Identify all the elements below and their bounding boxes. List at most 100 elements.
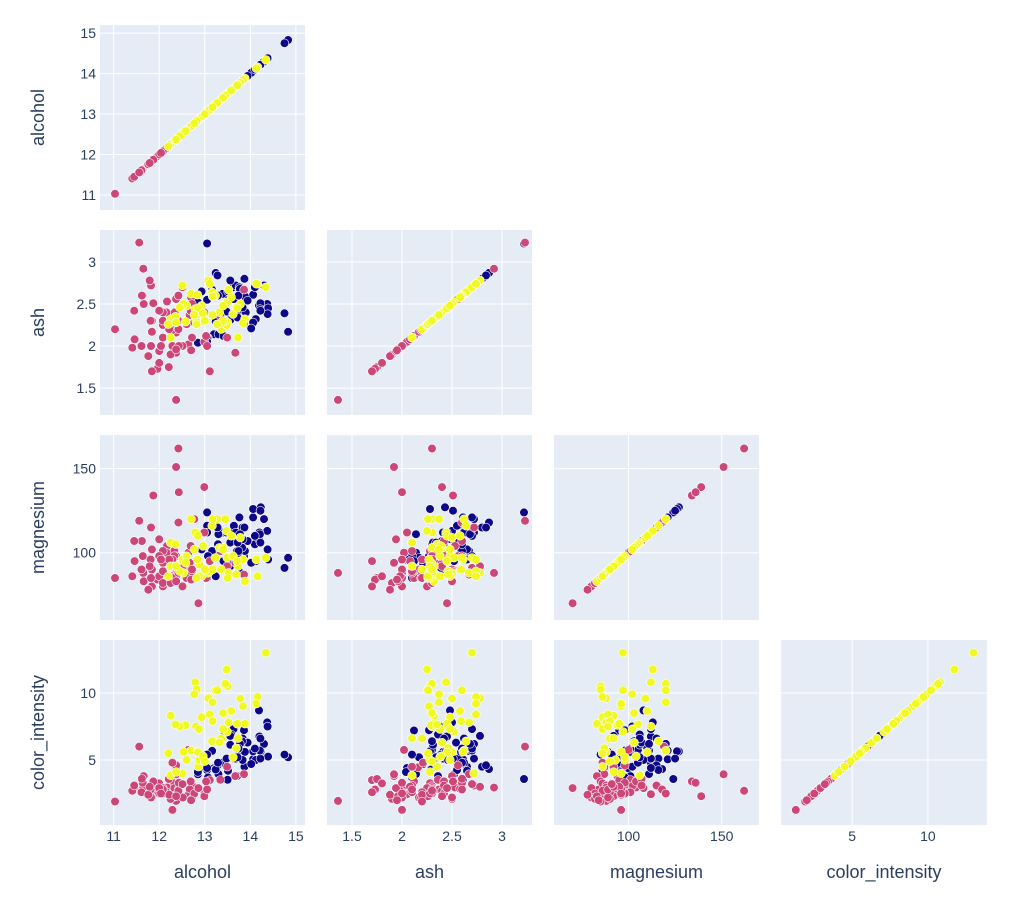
data-point [616, 805, 626, 815]
data-point [226, 292, 236, 302]
data-point [620, 752, 630, 762]
data-point [434, 689, 444, 699]
data-point [198, 308, 208, 318]
data-point [385, 585, 395, 595]
x-tick-label: 14 [243, 828, 259, 844]
data-point [250, 531, 260, 541]
data-point [246, 759, 256, 769]
data-point [171, 576, 181, 586]
data-point [427, 786, 437, 796]
data-point [411, 529, 421, 539]
data-point [461, 521, 471, 531]
data-point [392, 345, 402, 355]
data-point [156, 788, 166, 799]
data-point [646, 763, 656, 773]
data-point [567, 783, 578, 793]
data-point [661, 697, 671, 707]
data-point [230, 348, 240, 358]
data-point [232, 719, 242, 729]
x-tick-label: 2.5 [442, 828, 462, 844]
data-point [481, 760, 491, 770]
data-point [911, 699, 921, 709]
panel-color_intensity-vs-ash [327, 640, 532, 825]
data-point [232, 80, 242, 90]
data-point [232, 303, 242, 313]
data-point [469, 768, 479, 779]
x-axis-title: ash [415, 862, 444, 882]
data-point [178, 747, 188, 757]
data-point [471, 571, 481, 581]
data-point [200, 564, 210, 575]
x-axis-title: color_intensity [826, 862, 941, 883]
data-point [166, 333, 176, 343]
data-point [226, 706, 236, 716]
data-point [201, 331, 211, 341]
data-point [926, 685, 936, 695]
data-point [631, 751, 641, 761]
data-point [194, 724, 204, 734]
data-point [616, 788, 626, 799]
data-point [279, 563, 290, 573]
data-point [434, 514, 444, 524]
data-point [148, 298, 158, 308]
data-point [427, 756, 437, 766]
data-point [888, 719, 898, 729]
data-point [222, 664, 232, 675]
data-point [187, 333, 197, 343]
panel-ash-vs-alcohol [100, 230, 305, 415]
data-point [457, 774, 467, 784]
data-point [427, 736, 437, 746]
data-point [239, 274, 249, 284]
data-point [162, 296, 172, 307]
data-point [457, 553, 467, 563]
data-point [481, 522, 491, 533]
data-point [218, 708, 228, 718]
data-point [251, 63, 261, 73]
data-point [427, 564, 437, 575]
data-point [425, 504, 435, 514]
data-point [597, 762, 608, 772]
data-point [175, 302, 185, 313]
data-point [143, 585, 153, 595]
data-point [407, 333, 417, 343]
data-point [248, 512, 258, 523]
data-point [471, 554, 481, 565]
data-point [432, 719, 442, 730]
data-point [186, 514, 196, 524]
data-point [407, 784, 417, 795]
data-point [519, 507, 529, 518]
x-tick-label: 100 [617, 828, 641, 844]
data-point [189, 544, 199, 555]
y-tick-label: 14 [80, 66, 96, 82]
data-point [392, 795, 402, 805]
data-point [147, 544, 157, 555]
data-point [646, 721, 656, 732]
data-point [255, 537, 266, 548]
data-point [646, 677, 656, 687]
data-point [134, 741, 144, 752]
data-point [457, 784, 467, 795]
data-point [661, 745, 671, 756]
data-point [171, 395, 181, 405]
y-tick-label: 13 [80, 106, 96, 122]
data-point [377, 571, 387, 581]
data-point [110, 189, 120, 199]
data-point [171, 317, 181, 328]
data-point [333, 568, 343, 578]
data-point [220, 679, 230, 689]
data-point [872, 733, 882, 743]
data-point [261, 282, 271, 292]
data-point [407, 537, 417, 548]
data-point [968, 648, 979, 658]
data-point [181, 558, 191, 568]
data-point [193, 598, 203, 608]
data-point [173, 291, 183, 301]
data-point [833, 767, 844, 777]
data-point [605, 564, 615, 575]
data-point [367, 366, 377, 376]
data-point [616, 554, 626, 565]
data-point [207, 291, 218, 302]
data-point [629, 737, 639, 748]
data-point [251, 279, 261, 289]
data-point [147, 327, 157, 337]
